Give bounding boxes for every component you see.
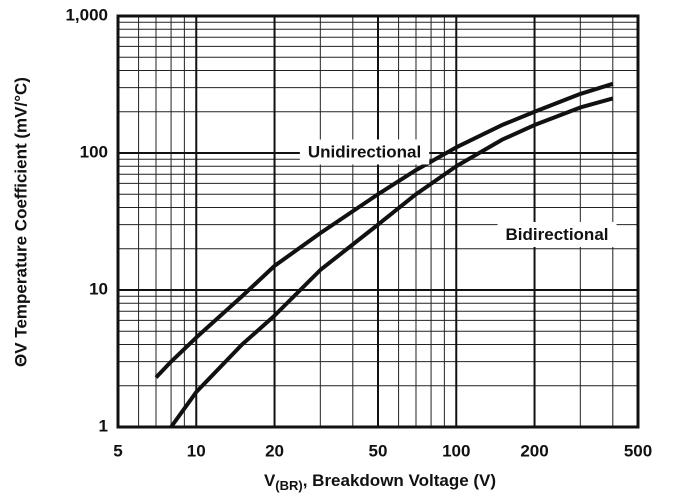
x-tick-label: 10: [187, 441, 206, 460]
x-tick-label: 500: [624, 441, 652, 460]
x-label-sub: (BR): [275, 478, 302, 493]
x-tick-label: 20: [265, 441, 284, 460]
x-tick-label: 100: [442, 441, 470, 460]
x-axis-label: V(BR), Breakdown Voltage (V): [264, 471, 496, 493]
x-label-main: V: [264, 471, 276, 490]
series-line: [169, 96, 614, 429]
plot-frame: [116, 14, 640, 429]
y-axis-label: ΘV Temperature Coefficient (mV/°C): [11, 77, 30, 367]
series-label: Unidirectional: [308, 142, 421, 161]
series-line: [154, 81, 614, 379]
y-tick-label: 1: [99, 416, 108, 435]
x-label-rest: , Breakdown Voltage (V): [303, 471, 496, 490]
x-tick-label: 200: [520, 441, 548, 460]
y-tick-label: 10: [89, 279, 108, 298]
label-background: [299, 139, 430, 165]
y-tick-label: 1,000: [65, 5, 108, 24]
label-background: [497, 221, 617, 247]
y-tick-label: 100: [80, 142, 108, 161]
x-tick-label: 50: [369, 441, 388, 460]
x-tick-label: 5: [113, 441, 122, 460]
series-label: Bidirectional: [506, 225, 609, 244]
